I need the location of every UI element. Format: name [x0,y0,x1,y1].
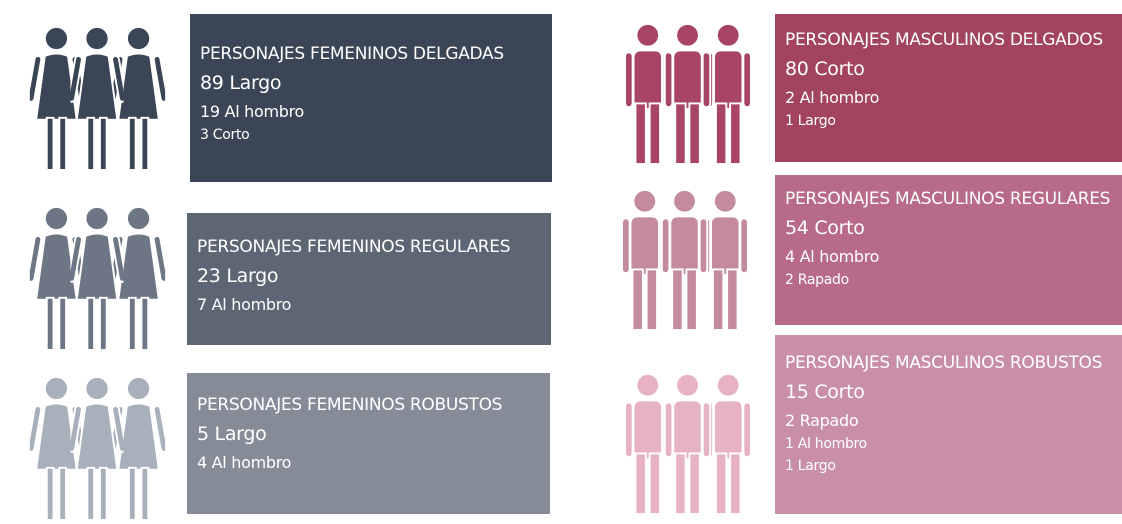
panel-line: 89 Largo [200,72,282,94]
panel: PERSONAJES MASCULINOS REGULARES 54 Corto 4… [775,175,1122,325]
female-icon [29,205,166,350]
panel-line: 4 Al hombro [785,247,880,266]
panel-title: PERSONAJES FEMENINOS ROBUSTOS [197,395,503,415]
panel-line: 1 Al hombro [785,436,867,452]
panel: PERSONAJES MASCULINOS DELGADOS 80 Corto 2 … [775,14,1122,162]
panel-line: 3 Corto [200,127,250,143]
panel-line: 5 Largo [197,423,267,445]
panel-line: 80 Corto [785,58,865,80]
panel-title: PERSONAJES MASCULINOS REGULARES [785,189,1111,209]
male-icon [624,22,752,164]
panel-title: PERSONAJES FEMENINOS DELGADAS [200,44,504,64]
panel: PERSONAJES FEMENINOS ROBUSTOS 5 Largo 4 Al… [187,373,550,514]
panel-title: PERSONAJES MASCULINOS DELGADOS [785,30,1103,50]
panel-title: PERSONAJES MASCULINOS ROBUSTOS [785,353,1103,373]
panel-title: PERSONAJES FEMENINOS REGULARES [197,237,511,257]
male-icon [624,372,752,514]
panel-line: 7 Al hombro [197,295,292,314]
panel-line: 2 Rapado [785,411,859,430]
panel-line: 2 Rapado [785,272,849,288]
panel-line: 4 Al hombro [197,453,292,472]
female-icon [29,25,166,170]
panel-line: 2 Al hombro [785,88,880,107]
panel-line: 1 Largo [785,458,836,474]
male-icon [621,188,749,330]
panel-line: 19 Al hombro [200,102,305,121]
panel-line: 54 Corto [785,217,865,239]
female-icon [29,375,166,520]
panel: PERSONAJES FEMENINOS DELGADAS 89 Largo 19 … [190,14,552,182]
panel-line: 15 Corto [785,381,865,403]
panel-line: 1 Largo [785,113,836,129]
panel-line: 23 Largo [197,265,279,287]
panel: PERSONAJES MASCULINOS ROBUSTOS 15 Corto 2 … [775,335,1122,514]
panel: PERSONAJES FEMENINOS REGULARES 23 Largo 7 … [187,213,551,345]
